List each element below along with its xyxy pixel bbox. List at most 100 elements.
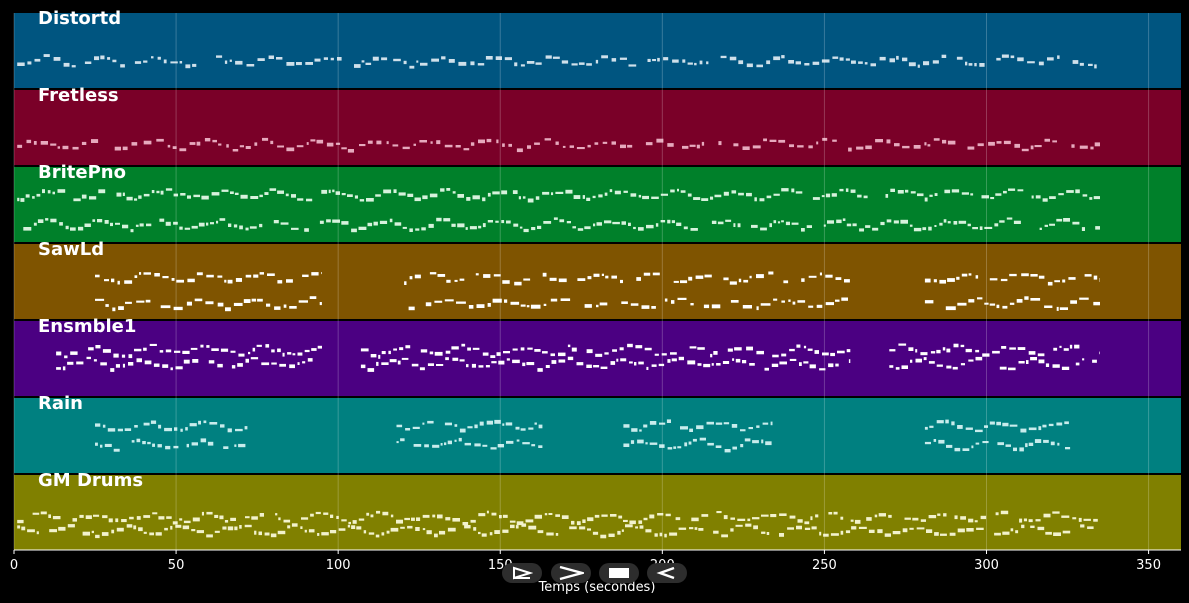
- note: [531, 227, 536, 231]
- note: [699, 60, 703, 65]
- note: [791, 222, 799, 225]
- note: [690, 303, 694, 306]
- rewind-button[interactable]: [647, 563, 687, 583]
- note: [971, 445, 974, 449]
- note: [1090, 146, 1094, 150]
- note: [707, 442, 714, 446]
- note: [995, 193, 1002, 196]
- note: [954, 447, 961, 452]
- note: [1017, 347, 1026, 350]
- note: [494, 530, 500, 534]
- note: [677, 188, 679, 192]
- note: [737, 518, 746, 521]
- note: [560, 298, 571, 301]
- note: [835, 299, 840, 302]
- note: [934, 532, 939, 536]
- note: [506, 220, 511, 224]
- note: [416, 517, 421, 521]
- note: [1063, 218, 1070, 222]
- note: [756, 425, 760, 428]
- note: [1025, 443, 1028, 448]
- note: [667, 447, 673, 450]
- note: [182, 525, 190, 530]
- note: [968, 518, 974, 523]
- note: [952, 366, 958, 370]
- note: [725, 219, 732, 222]
- track-fretless[interactable]: Fretless: [14, 85, 1181, 165]
- note: [960, 516, 966, 520]
- note: [23, 227, 32, 231]
- note: [839, 188, 844, 192]
- note: [56, 367, 61, 370]
- note: [393, 189, 397, 193]
- note: [1053, 347, 1058, 351]
- note: [967, 223, 971, 227]
- track-britepno[interactable]: BritePno: [14, 162, 1181, 242]
- note: [718, 141, 722, 146]
- note: [402, 226, 407, 229]
- note: [569, 145, 574, 148]
- note: [167, 144, 171, 148]
- play-button[interactable]: [502, 563, 542, 583]
- note: [651, 196, 659, 199]
- note: [192, 517, 200, 522]
- note: [1028, 427, 1037, 431]
- note: [689, 346, 697, 349]
- track-ensmble1[interactable]: Ensmble1: [14, 316, 1181, 396]
- note: [552, 56, 560, 59]
- note: [804, 521, 810, 525]
- note: [762, 422, 769, 425]
- note: [396, 441, 399, 444]
- note: [359, 144, 366, 147]
- note: [278, 517, 281, 521]
- note: [415, 527, 420, 531]
- note: [696, 144, 700, 149]
- track-label: Fretless: [38, 85, 119, 106]
- note: [667, 359, 671, 363]
- track-sawld[interactable]: SawLd: [14, 239, 1181, 319]
- track-rain[interactable]: Rain: [14, 393, 1181, 473]
- note: [143, 531, 147, 534]
- note: [842, 218, 846, 221]
- note: [173, 221, 178, 225]
- note: [664, 298, 668, 302]
- note: [179, 226, 183, 230]
- note: [221, 189, 229, 192]
- note: [459, 278, 465, 281]
- note: [200, 438, 207, 443]
- note: [917, 64, 920, 68]
- note: [765, 441, 772, 446]
- note: [796, 525, 802, 530]
- note: [644, 347, 652, 351]
- note: [478, 531, 481, 535]
- track-gm-drums[interactable]: GM Drums: [14, 470, 1181, 550]
- note: [619, 57, 627, 60]
- note: [924, 142, 927, 146]
- note: [365, 62, 372, 65]
- stop-button[interactable]: [599, 563, 639, 583]
- track-distortd[interactable]: Distortd: [14, 8, 1181, 88]
- note: [502, 529, 509, 533]
- note: [889, 365, 894, 368]
- note: [821, 195, 825, 198]
- note: [1014, 143, 1020, 148]
- note: [1087, 526, 1094, 529]
- note: [880, 221, 885, 226]
- note: [1068, 277, 1076, 280]
- forward-button[interactable]: [551, 563, 591, 583]
- x-tick-label: 50: [168, 558, 185, 573]
- note: [602, 141, 608, 144]
- note: [806, 225, 812, 228]
- track-label: Rain: [38, 393, 83, 414]
- note: [248, 351, 251, 355]
- note: [803, 361, 809, 364]
- note: [586, 197, 591, 201]
- note: [527, 198, 534, 203]
- note: [165, 445, 171, 450]
- note: [297, 362, 300, 365]
- note: [271, 362, 277, 365]
- note: [586, 63, 592, 66]
- note: [866, 517, 872, 521]
- note: [332, 219, 340, 223]
- note: [766, 195, 772, 199]
